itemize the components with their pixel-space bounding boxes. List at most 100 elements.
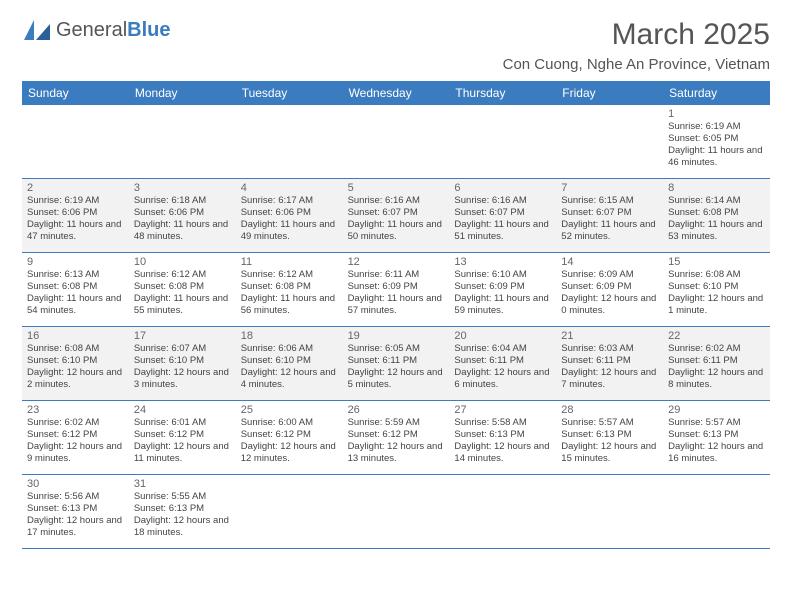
sunset-line: Sunset: 6:10 PM <box>668 281 765 293</box>
sunset-line: Sunset: 6:07 PM <box>454 207 551 219</box>
day-cell: 14Sunrise: 6:09 AMSunset: 6:09 PMDayligh… <box>556 253 663 327</box>
logo-word1: General <box>56 19 127 41</box>
daylight-line: Daylight: 12 hours and 11 minutes. <box>134 441 231 465</box>
sunrise-line: Sunrise: 6:08 AM <box>27 343 124 355</box>
weekday-header: Wednesday <box>343 81 450 105</box>
sunrise-line: Sunrise: 6:01 AM <box>134 417 231 429</box>
day-number: 20 <box>454 330 551 342</box>
daylight-line: Daylight: 12 hours and 2 minutes. <box>27 367 124 391</box>
daylight-line: Daylight: 12 hours and 18 minutes. <box>134 515 231 539</box>
day-cell: 17Sunrise: 6:07 AMSunset: 6:10 PMDayligh… <box>129 327 236 401</box>
sunrise-line: Sunrise: 5:55 AM <box>134 491 231 503</box>
sunrise-line: Sunrise: 6:03 AM <box>561 343 658 355</box>
sunrise-line: Sunrise: 6:19 AM <box>668 121 765 133</box>
day-cell: 24Sunrise: 6:01 AMSunset: 6:12 PMDayligh… <box>129 401 236 475</box>
sunset-line: Sunset: 6:12 PM <box>134 429 231 441</box>
daylight-line: Daylight: 11 hours and 51 minutes. <box>454 219 551 243</box>
sunrise-line: Sunrise: 6:08 AM <box>668 269 765 281</box>
empty-cell <box>343 475 450 549</box>
empty-cell <box>343 105 450 179</box>
daylight-line: Daylight: 12 hours and 6 minutes. <box>454 367 551 391</box>
daylight-line: Daylight: 12 hours and 8 minutes. <box>668 367 765 391</box>
day-number: 29 <box>668 404 765 416</box>
empty-cell <box>22 105 129 179</box>
day-number: 16 <box>27 330 124 342</box>
day-cell: 12Sunrise: 6:11 AMSunset: 6:09 PMDayligh… <box>343 253 450 327</box>
day-number: 2 <box>27 182 124 194</box>
daylight-line: Daylight: 12 hours and 1 minute. <box>668 293 765 317</box>
day-number: 26 <box>348 404 445 416</box>
sunset-line: Sunset: 6:13 PM <box>561 429 658 441</box>
day-cell: 31Sunrise: 5:55 AMSunset: 6:13 PMDayligh… <box>129 475 236 549</box>
day-cell: 2Sunrise: 6:19 AMSunset: 6:06 PMDaylight… <box>22 179 129 253</box>
daylight-line: Daylight: 12 hours and 12 minutes. <box>241 441 338 465</box>
day-number: 30 <box>27 478 124 490</box>
day-cell: 13Sunrise: 6:10 AMSunset: 6:09 PMDayligh… <box>449 253 556 327</box>
logo-word2: Blue <box>127 19 170 41</box>
sunset-line: Sunset: 6:06 PM <box>27 207 124 219</box>
day-cell: 15Sunrise: 6:08 AMSunset: 6:10 PMDayligh… <box>663 253 770 327</box>
daylight-line: Daylight: 11 hours and 50 minutes. <box>348 219 445 243</box>
sunrise-line: Sunrise: 5:57 AM <box>668 417 765 429</box>
calendar: SundayMondayTuesdayWednesdayThursdayFrid… <box>22 81 770 549</box>
daylight-line: Daylight: 11 hours and 54 minutes. <box>27 293 124 317</box>
sunset-line: Sunset: 6:09 PM <box>454 281 551 293</box>
day-number: 4 <box>241 182 338 194</box>
empty-cell <box>129 105 236 179</box>
sunset-line: Sunset: 6:07 PM <box>348 207 445 219</box>
day-cell: 9Sunrise: 6:13 AMSunset: 6:08 PMDaylight… <box>22 253 129 327</box>
logo-icon <box>22 18 52 42</box>
day-cell: 10Sunrise: 6:12 AMSunset: 6:08 PMDayligh… <box>129 253 236 327</box>
day-cell: 6Sunrise: 6:16 AMSunset: 6:07 PMDaylight… <box>449 179 556 253</box>
day-cell: 25Sunrise: 6:00 AMSunset: 6:12 PMDayligh… <box>236 401 343 475</box>
sunrise-line: Sunrise: 6:16 AM <box>348 195 445 207</box>
sunrise-line: Sunrise: 5:58 AM <box>454 417 551 429</box>
sunset-line: Sunset: 6:09 PM <box>348 281 445 293</box>
day-number: 15 <box>668 256 765 268</box>
day-number: 5 <box>348 182 445 194</box>
sunset-line: Sunset: 6:09 PM <box>561 281 658 293</box>
sunset-line: Sunset: 6:12 PM <box>241 429 338 441</box>
daylight-line: Daylight: 12 hours and 9 minutes. <box>27 441 124 465</box>
daylight-line: Daylight: 11 hours and 46 minutes. <box>668 145 765 169</box>
day-cell: 20Sunrise: 6:04 AMSunset: 6:11 PMDayligh… <box>449 327 556 401</box>
sunrise-line: Sunrise: 6:05 AM <box>348 343 445 355</box>
daylight-line: Daylight: 12 hours and 15 minutes. <box>561 441 658 465</box>
day-cell: 19Sunrise: 6:05 AMSunset: 6:11 PMDayligh… <box>343 327 450 401</box>
sunset-line: Sunset: 6:10 PM <box>134 355 231 367</box>
sunset-line: Sunset: 6:08 PM <box>134 281 231 293</box>
sunset-line: Sunset: 6:11 PM <box>454 355 551 367</box>
empty-cell <box>663 475 770 549</box>
sunset-line: Sunset: 6:07 PM <box>561 207 658 219</box>
logo: GeneralBlue <box>22 18 171 42</box>
daylight-line: Daylight: 11 hours and 53 minutes. <box>668 219 765 243</box>
sunset-line: Sunset: 6:05 PM <box>668 133 765 145</box>
sunset-line: Sunset: 6:12 PM <box>348 429 445 441</box>
weekday-header: Friday <box>556 81 663 105</box>
sunrise-line: Sunrise: 6:15 AM <box>561 195 658 207</box>
day-cell: 28Sunrise: 5:57 AMSunset: 6:13 PMDayligh… <box>556 401 663 475</box>
sunset-line: Sunset: 6:08 PM <box>241 281 338 293</box>
day-number: 14 <box>561 256 658 268</box>
sunrise-line: Sunrise: 6:09 AM <box>561 269 658 281</box>
day-cell: 8Sunrise: 6:14 AMSunset: 6:08 PMDaylight… <box>663 179 770 253</box>
day-cell: 18Sunrise: 6:06 AMSunset: 6:10 PMDayligh… <box>236 327 343 401</box>
sunrise-line: Sunrise: 6:12 AM <box>134 269 231 281</box>
sunset-line: Sunset: 6:12 PM <box>27 429 124 441</box>
sunrise-line: Sunrise: 6:17 AM <box>241 195 338 207</box>
sunrise-line: Sunrise: 6:13 AM <box>27 269 124 281</box>
daylight-line: Daylight: 12 hours and 4 minutes. <box>241 367 338 391</box>
daylight-line: Daylight: 12 hours and 3 minutes. <box>134 367 231 391</box>
day-cell: 29Sunrise: 5:57 AMSunset: 6:13 PMDayligh… <box>663 401 770 475</box>
sunset-line: Sunset: 6:11 PM <box>668 355 765 367</box>
sunset-line: Sunset: 6:11 PM <box>561 355 658 367</box>
calendar-body: 1Sunrise: 6:19 AMSunset: 6:05 PMDaylight… <box>22 105 770 549</box>
sunset-line: Sunset: 6:10 PM <box>241 355 338 367</box>
day-cell: 21Sunrise: 6:03 AMSunset: 6:11 PMDayligh… <box>556 327 663 401</box>
day-number: 6 <box>454 182 551 194</box>
day-number: 22 <box>668 330 765 342</box>
daylight-line: Daylight: 12 hours and 14 minutes. <box>454 441 551 465</box>
sunrise-line: Sunrise: 6:06 AM <box>241 343 338 355</box>
day-number: 27 <box>454 404 551 416</box>
day-cell: 22Sunrise: 6:02 AMSunset: 6:11 PMDayligh… <box>663 327 770 401</box>
